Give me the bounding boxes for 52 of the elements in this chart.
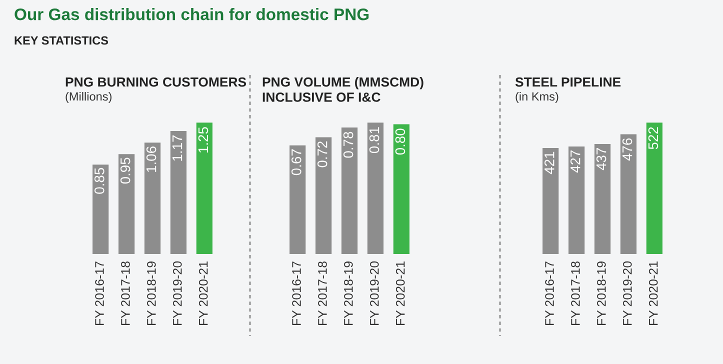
chart-title: PNG VOLUME (MMSCMD) INCLUSIVE OF I&C <box>262 77 424 102</box>
x-tick-label: FY 2020-21 <box>648 262 658 326</box>
x-tick-label: FY 2019-20 <box>370 261 379 326</box>
data-label: 0.85 <box>94 168 104 194</box>
data-label: 1.06 <box>146 146 156 172</box>
data-label: 1.25 <box>198 127 208 153</box>
chart-subtitle: (Millions) <box>66 92 112 103</box>
text: Our Gas distribution chain for domestic PNG <box>14 8 369 20</box>
x-tick-label: FY 2020-21 <box>396 262 405 326</box>
bar <box>646 122 662 254</box>
x-tick-label: FY 2019-20 <box>622 261 632 326</box>
bar <box>341 127 358 254</box>
bar <box>196 122 212 254</box>
data-label: 421 <box>544 152 554 174</box>
x-tick-label: FY 2016-17 <box>292 262 301 326</box>
data-label: 0.78 <box>343 132 354 158</box>
x-tick-label: FY 2018-19 <box>344 262 353 326</box>
x-tick-label: FY 2017-18 <box>121 261 130 326</box>
x-tick-label: FY 2018-19 <box>597 262 606 326</box>
data-label: 0.80 <box>395 128 406 155</box>
x-tick-label: FY 2019-20 <box>172 261 182 326</box>
bar <box>542 148 559 254</box>
chart-subtitle: (in Kms) <box>516 92 558 103</box>
x-tick-label: FY 2018-19 <box>147 262 156 326</box>
bar <box>568 146 585 254</box>
data-label: 522 <box>648 127 658 150</box>
bar <box>290 145 306 254</box>
data-label: 437 <box>596 148 606 170</box>
bar <box>594 144 611 254</box>
bar <box>393 124 410 254</box>
x-tick-label: FY 2017-18 <box>571 261 580 326</box>
x-tick-label: FY 2016-17 <box>545 262 554 326</box>
chart-title: PNG BURNING CUSTOMERS <box>66 77 246 87</box>
x-tick-label: FY 2016-17 <box>95 262 104 326</box>
bar <box>144 142 161 254</box>
bar <box>170 131 187 254</box>
data-label: 0.67 <box>291 149 302 176</box>
data-label: 0.72 <box>317 141 328 168</box>
bar <box>315 137 332 254</box>
data-label: 0.81 <box>369 127 380 154</box>
text: KEY STATISTICS <box>14 36 108 45</box>
bar <box>367 122 384 254</box>
x-tick-label: FY 2017-18 <box>318 261 327 326</box>
bar <box>118 154 135 254</box>
bar <box>92 164 109 254</box>
data-label: 427 <box>570 150 580 173</box>
bar <box>620 134 637 254</box>
data-label: 1.17 <box>172 135 182 161</box>
chart-title: STEEL PIPELINE <box>515 77 621 87</box>
data-label: 476 <box>622 138 632 161</box>
x-tick-label: FY 2020-21 <box>198 262 208 326</box>
data-label: 0.95 <box>120 158 130 184</box>
